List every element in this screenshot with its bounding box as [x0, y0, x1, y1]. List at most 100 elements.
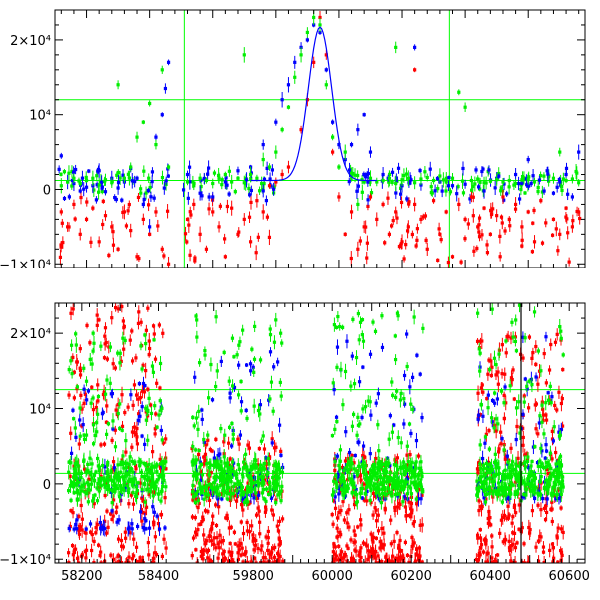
data-point — [223, 428, 227, 442]
data-point — [162, 181, 166, 195]
data-point — [554, 477, 558, 492]
data-point — [416, 452, 421, 460]
data-point — [89, 543, 94, 558]
data-point — [250, 346, 254, 353]
data-point — [509, 467, 513, 475]
data-point — [564, 211, 568, 223]
data-point — [396, 310, 400, 321]
data-point — [114, 509, 118, 516]
data-point — [508, 490, 512, 495]
x-tick-label: 60200 — [391, 569, 432, 584]
data-point — [98, 553, 102, 558]
data-point — [551, 172, 556, 184]
data-point — [274, 459, 278, 469]
data-point — [59, 152, 63, 159]
data-point — [515, 540, 519, 546]
data-point — [200, 191, 204, 201]
data-point — [431, 197, 436, 204]
data-point — [263, 456, 267, 471]
data-point — [220, 468, 224, 474]
data-point — [274, 177, 278, 187]
data-point — [349, 536, 353, 544]
data-point — [270, 164, 274, 176]
data-point — [350, 473, 354, 486]
data-point — [118, 399, 122, 409]
data-point — [400, 234, 404, 250]
data-point — [570, 174, 574, 184]
data-point — [140, 482, 144, 496]
data-point — [395, 529, 399, 536]
data-point — [200, 468, 205, 482]
data-point — [395, 491, 399, 496]
data-point — [380, 539, 384, 550]
data-point — [81, 477, 85, 493]
data-point — [381, 493, 385, 502]
data-point — [402, 471, 406, 477]
data-point — [225, 180, 229, 190]
data-point — [482, 470, 486, 481]
data-point — [122, 342, 126, 357]
data-point — [485, 249, 490, 256]
data-point — [154, 206, 158, 218]
data-point — [110, 517, 114, 522]
data-point — [239, 500, 244, 509]
data-point — [395, 453, 400, 463]
data-point — [404, 507, 409, 524]
data-point — [397, 489, 401, 499]
data-point — [251, 531, 256, 546]
data-point — [410, 372, 415, 383]
data-point — [418, 167, 422, 174]
data-point — [523, 190, 527, 195]
data-point — [548, 543, 552, 558]
data-point — [549, 398, 553, 407]
data-point — [82, 432, 86, 438]
data-point — [151, 488, 155, 504]
data-point — [450, 254, 455, 260]
data-point — [550, 506, 554, 513]
data-point — [221, 535, 225, 546]
data-point — [233, 188, 237, 195]
data-point — [199, 462, 204, 467]
data-point — [521, 409, 525, 420]
data-point — [207, 202, 211, 216]
data-point — [92, 536, 96, 546]
data-point — [241, 525, 246, 542]
data-point — [102, 355, 107, 361]
data-point — [545, 492, 549, 506]
data-point — [510, 372, 514, 387]
data-point — [146, 434, 150, 447]
data-point — [500, 480, 504, 496]
data-point — [157, 321, 161, 329]
data-point — [502, 444, 506, 456]
data-point — [185, 170, 190, 179]
data-point — [412, 309, 416, 325]
data-point — [148, 232, 152, 237]
data-point — [355, 430, 359, 440]
data-point — [556, 487, 560, 493]
data-point — [352, 464, 356, 473]
data-point — [230, 379, 235, 393]
data-point — [79, 483, 83, 499]
data-point — [507, 216, 511, 223]
data-point — [509, 477, 513, 489]
data-point — [236, 540, 240, 551]
data-point — [493, 486, 497, 496]
data-point — [89, 529, 93, 535]
data-point — [228, 387, 232, 399]
data-point — [481, 549, 486, 555]
data-point — [82, 182, 86, 197]
data-point — [144, 362, 148, 379]
data-point — [90, 357, 94, 371]
data-point — [259, 437, 263, 445]
data-point — [226, 475, 230, 482]
data-point — [395, 212, 399, 225]
data-point — [343, 144, 347, 160]
data-point — [191, 534, 196, 542]
data-point — [141, 522, 145, 533]
data-point — [446, 256, 451, 269]
y-tick-label: 2×10⁴ — [10, 34, 51, 49]
data-point — [277, 459, 281, 476]
data-point — [350, 455, 354, 472]
data-point — [249, 489, 253, 494]
data-point — [277, 531, 281, 545]
